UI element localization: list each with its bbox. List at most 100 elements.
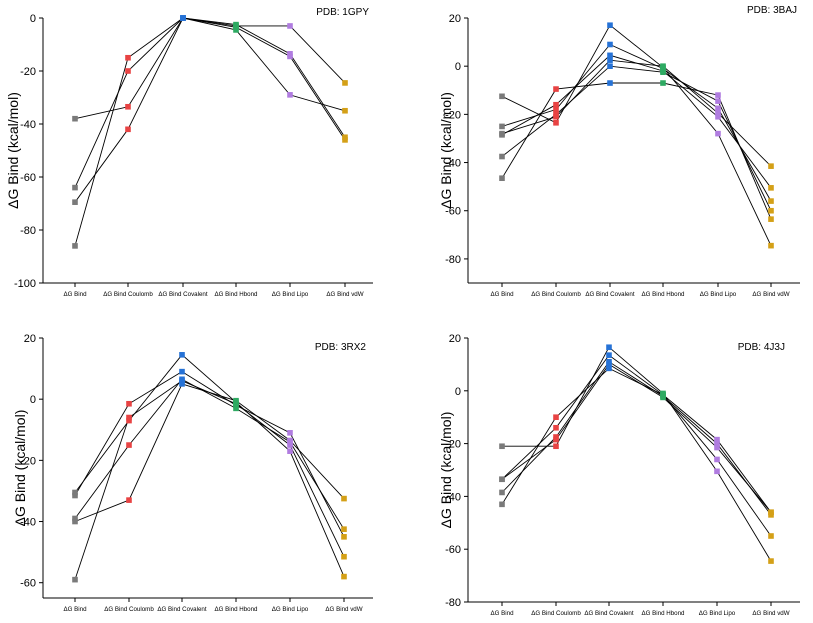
- data-point-s4-c1: [499, 501, 505, 508]
- y-tick-label: -40: [20, 517, 36, 529]
- data-point-s2-c1: [72, 184, 78, 191]
- x-tick-label: ΔG Bind Hbond: [641, 610, 685, 617]
- data-point-s5-c1: [499, 153, 505, 160]
- data-point-s5-c5: [287, 442, 293, 448]
- data-point-s3-c2: [553, 101, 559, 108]
- y-tick-label: -60: [445, 544, 461, 556]
- data-point-s5-c6: [341, 553, 347, 560]
- series-line-2: [501, 43, 772, 202]
- data-point-s4-c3: [607, 57, 613, 63]
- y-tick-label: -60: [445, 206, 461, 218]
- y-tick-label: -20: [20, 66, 36, 78]
- series-line-1: [74, 17, 346, 120]
- series-line-5: [501, 65, 772, 211]
- data-point-s1-c1: [72, 115, 78, 122]
- series-line-1: [74, 354, 345, 577]
- data-point-s1-c6: [342, 80, 348, 86]
- y-tick-label: -40: [20, 119, 36, 131]
- data-point-s4-c3: [180, 15, 186, 21]
- data-point-s4-c4: [233, 397, 239, 404]
- y-tick-label: 20: [24, 333, 36, 345]
- y-tick-label: -40: [445, 158, 461, 170]
- panel-title: PDB: 3RX2: [315, 342, 367, 353]
- x-tick-label: ΔG Bind Hbond: [214, 606, 258, 613]
- data-point-s4-c6: [342, 107, 348, 114]
- x-tick-label: ΔG Bind: [490, 291, 514, 298]
- data-point-s4-c3: [179, 381, 185, 387]
- data-point-s3-c3: [607, 52, 613, 59]
- chart-panel-1: 0 -20 -40 -60 -80 -100 ΔG Bind ΔG Bind Coulomb Δ…: [5, 7, 373, 298]
- panel-title: PDB: 3BAJ: [747, 5, 797, 16]
- series-line-2: [501, 354, 772, 537]
- x-tick-label: ΔG Bind: [63, 291, 87, 298]
- series-line-3: [74, 378, 345, 530]
- data-point-s2-c6: [341, 534, 347, 540]
- data-point-s5-c3: [179, 378, 185, 384]
- data-point-s2-c1: [72, 492, 78, 499]
- series-line-5: [501, 363, 772, 513]
- series-line-6: [501, 82, 772, 220]
- data-point-s1-c5: [715, 130, 721, 137]
- data-point-s1-c6: [341, 573, 347, 580]
- data-point-s3-c6: [342, 137, 348, 143]
- data-point-s6-c4: [660, 80, 666, 86]
- y-tick-label: 20: [449, 13, 461, 25]
- data-point-s4-c6: [341, 495, 347, 502]
- x-tick-label: ΔG Bind vdW: [752, 610, 789, 617]
- panel-title: PDB: 1GPY: [316, 7, 369, 18]
- y-axis-label: ΔG Bind (kcal/mol): [5, 92, 21, 209]
- y-tick-label: -60: [20, 578, 36, 590]
- data-point-s2-c3: [607, 41, 613, 48]
- x-tick-label: ΔG Bind Lipo: [272, 606, 309, 613]
- data-point-s5-c4: [233, 400, 239, 407]
- y-tick-label: 0: [455, 61, 461, 73]
- x-tick-label: ΔG Bind Coulomb: [531, 291, 581, 298]
- x-tick-label: ΔG Bind Covalent: [158, 291, 207, 298]
- data-point-s4-c5: [287, 92, 293, 98]
- data-point-s2-c5: [287, 430, 293, 436]
- data-point-s4-c4: [233, 27, 239, 33]
- data-point-s4-c4: [660, 63, 666, 69]
- data-point-s3-c2: [126, 442, 132, 448]
- y-tick-label: -40: [445, 491, 461, 503]
- data-point-s1-c6: [768, 242, 774, 249]
- panel-title: PDB: 4J3J: [738, 342, 785, 353]
- x-tick-label: ΔG Bind: [490, 610, 514, 617]
- data-point-s1-c1: [499, 93, 505, 100]
- data-point-s1-c1: [499, 443, 505, 450]
- data-point-s1-c3: [606, 344, 612, 351]
- x-tick-label: ΔG Bind Hbond: [641, 291, 685, 298]
- data-point-s1-c2: [553, 119, 559, 126]
- y-axis-label: ΔG Bind (kcal/mol): [438, 412, 454, 529]
- y-tick-label: -100: [14, 278, 36, 290]
- series-line-1: [501, 24, 772, 246]
- data-point-s4-c1: [72, 518, 78, 525]
- data-point-s1-c2: [125, 103, 131, 110]
- data-point-s2-c5: [715, 105, 721, 112]
- data-point-s5-c5: [714, 444, 720, 451]
- y-tick-label: 0: [30, 394, 36, 406]
- data-point-s3-c4: [233, 405, 239, 412]
- data-point-s1-c5: [287, 23, 293, 29]
- data-point-s5-c1: [499, 476, 505, 483]
- data-point-s5-c2: [553, 436, 559, 443]
- y-tick-label: -60: [20, 172, 36, 184]
- y-tick-label: -80: [20, 225, 36, 237]
- chart-panel-2: 20 0 -20 -40 -60 -80 ΔG Bind ΔG Bind Coulomb ΔG …: [438, 5, 800, 298]
- data-point-s3-c1: [72, 199, 78, 205]
- x-tick-label: ΔG Bind Lipo: [700, 291, 737, 298]
- x-tick-label: ΔG Bind vdW: [326, 291, 363, 298]
- data-point-s3-c6: [768, 185, 774, 191]
- data-point-s3-c1: [499, 489, 505, 496]
- data-point-s1-c2: [553, 443, 559, 450]
- data-point-s2-c3: [606, 352, 612, 358]
- y-tick-label: -20: [20, 455, 36, 467]
- data-point-s1-c1: [72, 489, 78, 496]
- data-point-s6-c6: [768, 216, 774, 222]
- data-point-s3-c5: [715, 113, 721, 120]
- data-point-s1-c3: [607, 22, 613, 29]
